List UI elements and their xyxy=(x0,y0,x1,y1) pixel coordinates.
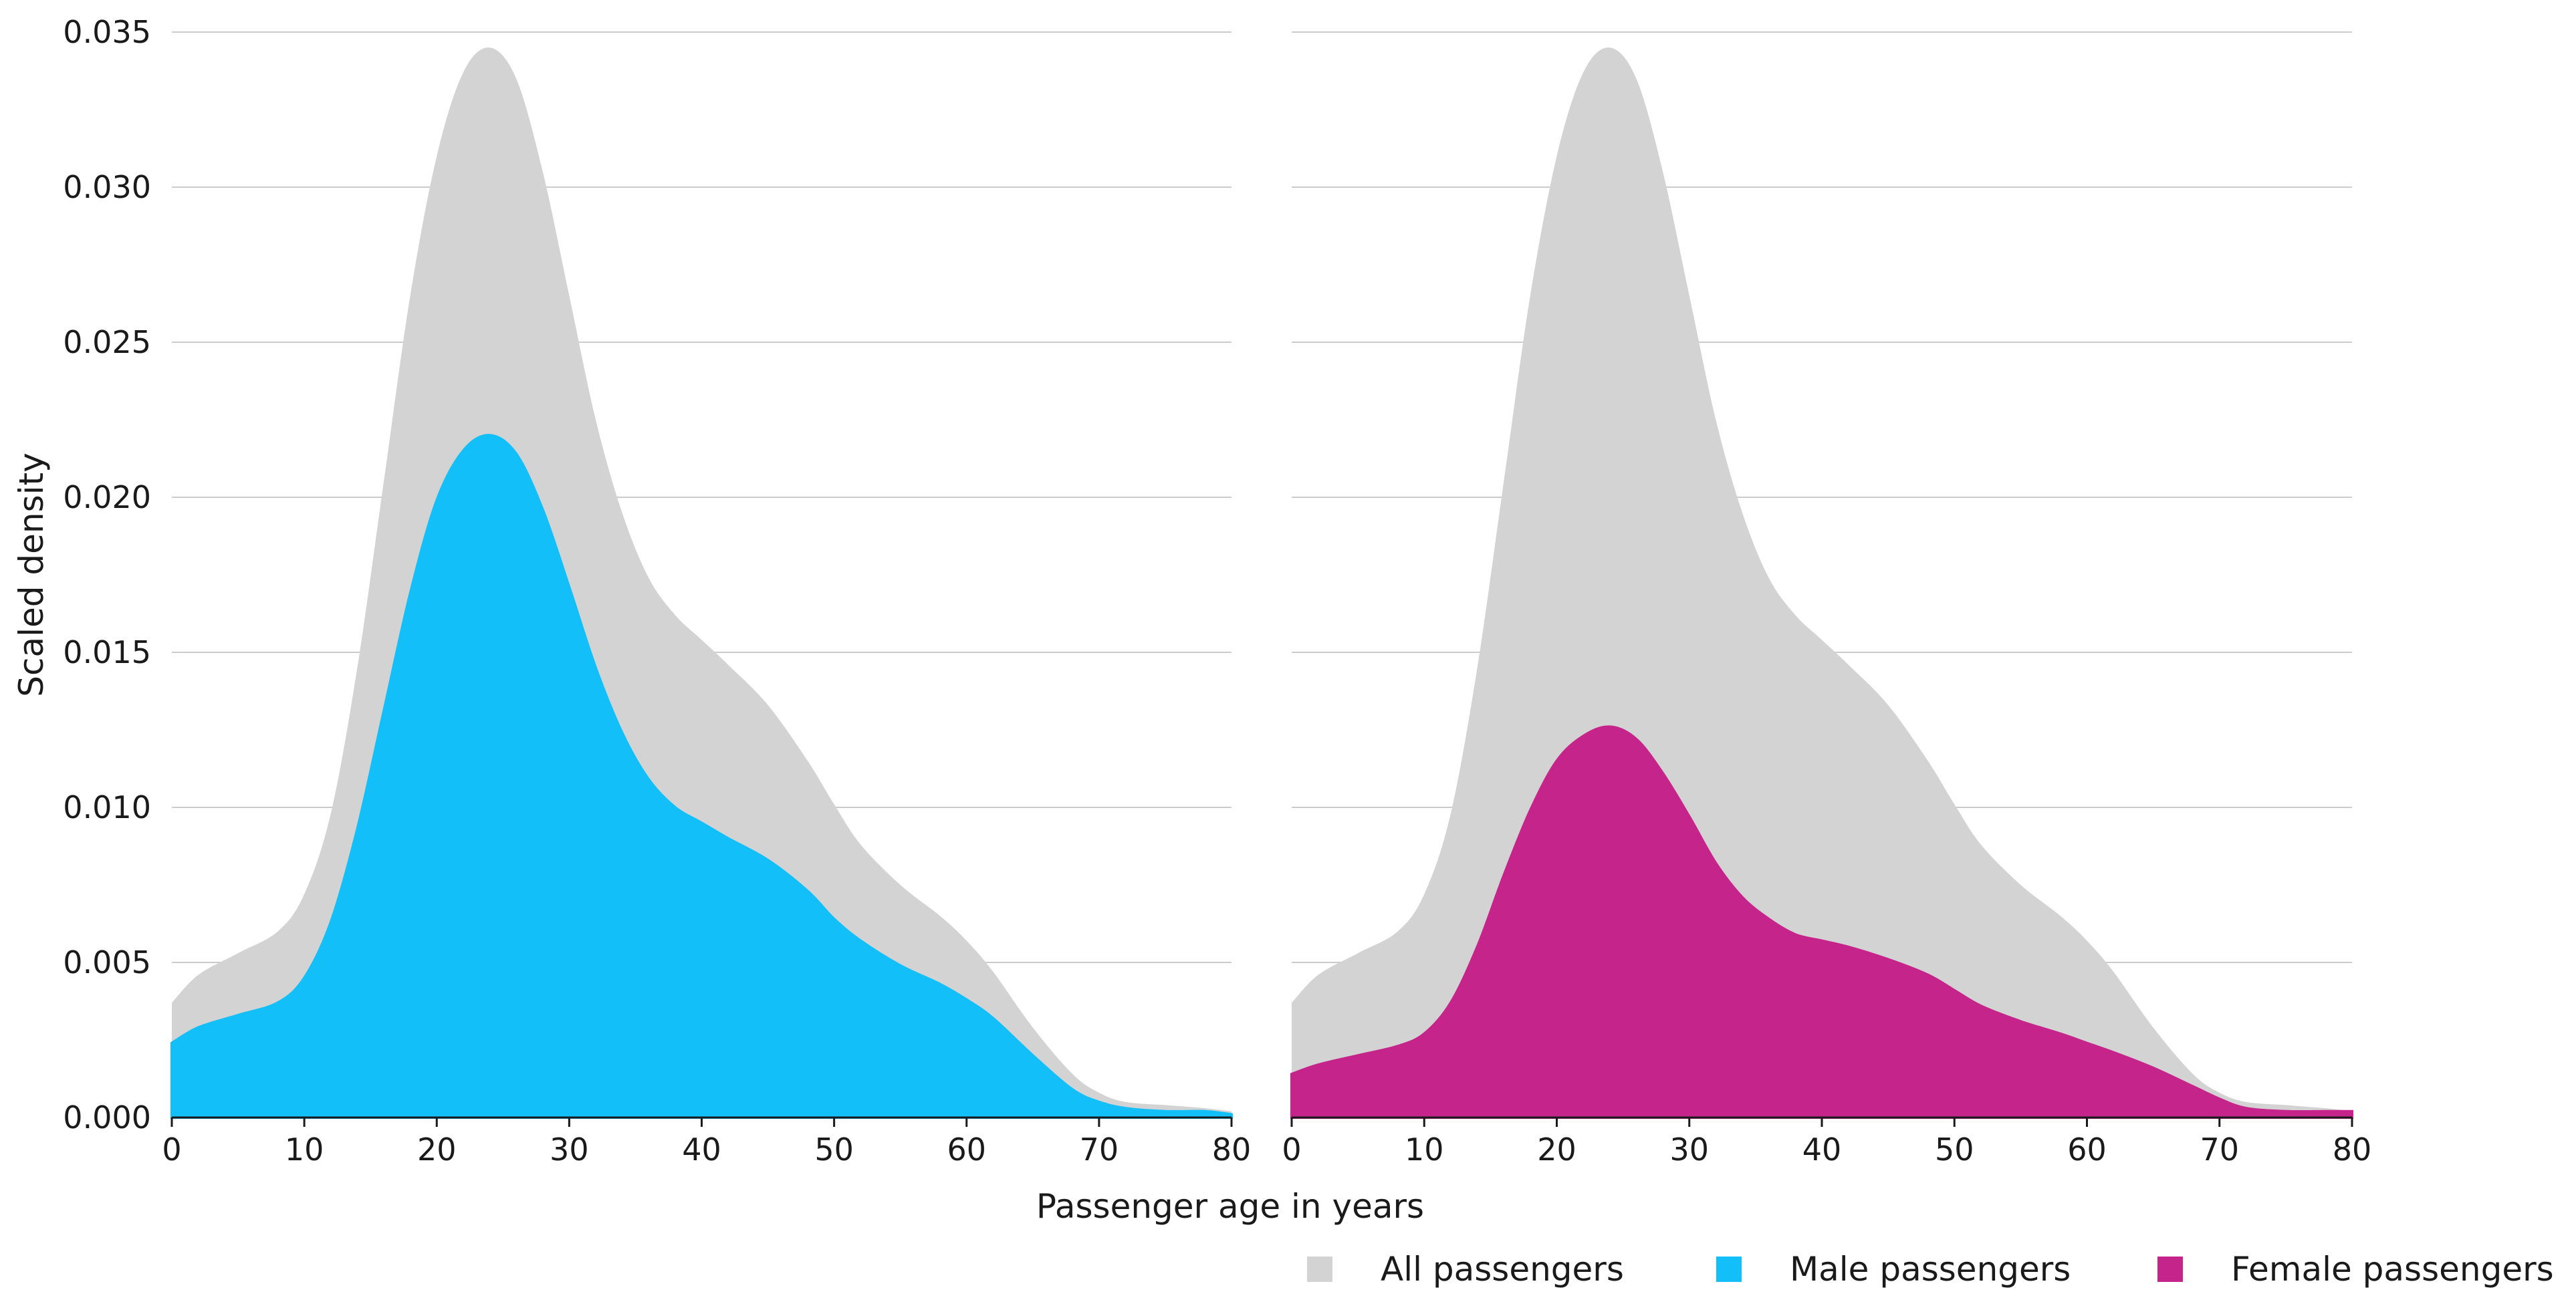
y-tick-label: 0.005 xyxy=(63,944,151,980)
legend-swatch-male-passengers xyxy=(1716,1257,1742,1282)
x-tick-label: 80 xyxy=(1212,1132,1252,1168)
y-tick-label: 0.025 xyxy=(63,324,151,360)
x-tick-label: 40 xyxy=(682,1132,721,1168)
x-tick-label: 30 xyxy=(1669,1132,1709,1168)
x-tick-label: 0 xyxy=(162,1132,181,1168)
x-tick-label: 20 xyxy=(1537,1132,1576,1168)
x-tick-label: 0 xyxy=(1282,1132,1301,1168)
legend-label-all-passengers: All passengers xyxy=(1381,1250,1624,1289)
x-tick-label: 70 xyxy=(2200,1132,2239,1168)
x-tick-label: 50 xyxy=(814,1132,854,1168)
x-tick-label: 70 xyxy=(1080,1132,1119,1168)
legend-label-male-passengers: Male passengers xyxy=(1790,1250,2071,1289)
x-tick-label: 60 xyxy=(947,1132,986,1168)
y-tick-label: 0.035 xyxy=(63,14,151,50)
x-axis-title: Passenger age in years xyxy=(1036,1187,1424,1226)
y-tick-label: 0.000 xyxy=(63,1099,151,1136)
x-tick-label: 80 xyxy=(2333,1132,2372,1168)
y-tick-label: 0.015 xyxy=(63,634,151,670)
x-tick-label: 20 xyxy=(417,1132,457,1168)
y-tick-label: 0.010 xyxy=(63,789,151,825)
legend-swatch-female-passengers xyxy=(2157,1257,2183,1282)
x-tick-label: 10 xyxy=(1405,1132,1444,1168)
x-tick-label: 50 xyxy=(1935,1132,1974,1168)
legend-label-female-passengers: Female passengers xyxy=(2231,1250,2554,1289)
area-male-passengers-left xyxy=(170,434,1233,1119)
y-tick-label: 0.030 xyxy=(63,169,151,205)
x-tick-label: 30 xyxy=(550,1132,589,1168)
area-female-passengers-right xyxy=(1290,725,2353,1119)
legend: All passengers Male passengers Female pass… xyxy=(1307,1250,2554,1289)
x-tick-label: 10 xyxy=(285,1132,324,1168)
x-tick-label: 40 xyxy=(1802,1132,1842,1168)
legend-swatch-all-passengers xyxy=(1307,1257,1332,1282)
y-axis-title: Scaled density xyxy=(12,452,51,696)
x-tick-label: 60 xyxy=(2067,1132,2107,1168)
y-tick-label: 0.020 xyxy=(63,479,151,515)
